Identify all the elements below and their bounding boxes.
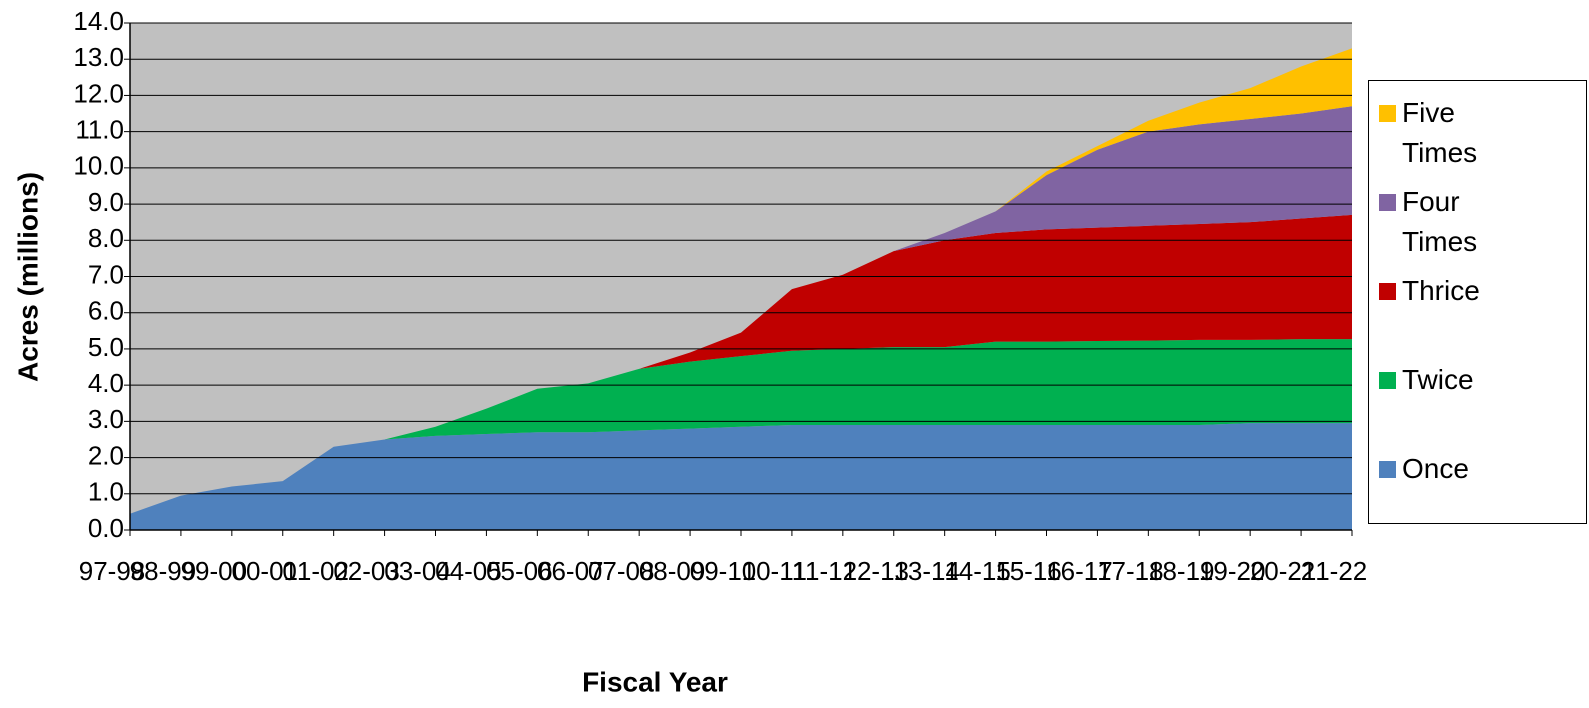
x-tick-label: 12-13 — [843, 556, 910, 586]
y-tick-label: 9.0 — [88, 187, 124, 217]
x-tick-label: 08-09 — [639, 556, 706, 586]
legend-label: Once — [1402, 453, 1469, 484]
legend-item: Five Times — [1369, 93, 1586, 182]
y-tick-label: 12.0 — [73, 78, 124, 108]
x-tick-label: 98-99 — [130, 556, 197, 586]
x-tick-label: 16-17 — [1046, 556, 1113, 586]
legend-swatch — [1379, 372, 1396, 389]
x-tick-label: 05-06 — [486, 556, 553, 586]
y-tick-label: 13.0 — [73, 42, 124, 72]
y-axis-title: Acres (millions) — [12, 172, 43, 382]
legend-label: Five Times — [1402, 97, 1478, 168]
legend-swatch — [1379, 461, 1396, 478]
x-tick-label: 02-03 — [333, 556, 400, 586]
x-tick-label: 04-05 — [435, 556, 502, 586]
x-tick-label: 09-10 — [690, 556, 757, 586]
x-tick-label: 03-04 — [384, 556, 451, 586]
y-tick-label: 5.0 — [88, 332, 124, 362]
y-tick-label: 4.0 — [88, 368, 124, 398]
x-tick-label: 19-20 — [1199, 556, 1266, 586]
y-tick-label: 2.0 — [88, 440, 124, 470]
x-tick-label: 17-18 — [1097, 556, 1164, 586]
y-tick-label: 11.0 — [75, 115, 124, 145]
legend-item: Four Times — [1369, 182, 1586, 271]
legend: Five Times Four Times Thrice Twice Once — [1368, 80, 1587, 524]
y-tick-label: 10.0 — [73, 151, 124, 181]
x-tick-label: 01-02 — [282, 556, 349, 586]
area — [130, 48, 1352, 514]
legend-label: Four Times — [1402, 186, 1478, 257]
y-tick-label: 7.0 — [88, 259, 124, 289]
x-tick-label: 20-21 — [1250, 556, 1317, 586]
y-tick-label: 1.0 — [88, 477, 124, 507]
legend-item: Once — [1369, 449, 1586, 538]
x-tick-label: 06-07 — [537, 556, 604, 586]
legend-item: Thrice — [1369, 271, 1586, 360]
legend-swatch — [1379, 105, 1396, 122]
area — [130, 214, 1352, 514]
x-tick-label: 14-15 — [944, 556, 1011, 586]
x-axis-title: Fiscal Year — [582, 666, 728, 697]
legend-label: Twice — [1402, 364, 1474, 395]
x-tick-label: 99-00 — [181, 556, 248, 586]
x-tick-label: 18-19 — [1148, 556, 1215, 586]
legend-swatch — [1379, 283, 1396, 300]
y-tick-label: 14.0 — [73, 6, 124, 36]
x-tick-label: 97-98 — [79, 556, 146, 586]
y-tick-label: 3.0 — [88, 404, 124, 434]
area — [130, 339, 1352, 514]
x-tick-label: 07-08 — [588, 556, 655, 586]
x-tick-label: 11-12 — [793, 556, 858, 586]
x-tick-label: 10-11 — [742, 556, 807, 586]
legend-swatch — [1379, 194, 1396, 211]
y-tick-label: 8.0 — [88, 223, 124, 253]
area — [130, 106, 1352, 514]
y-tick-label: 0.0 — [88, 513, 124, 543]
area — [130, 423, 1352, 530]
legend-label: Thrice — [1402, 275, 1480, 306]
x-tick-label: 13-14 — [893, 556, 960, 586]
x-tick-label: 21-22 — [1301, 556, 1368, 586]
y-tick-label: 6.0 — [88, 296, 124, 326]
x-tick-label: 00-01 — [232, 556, 299, 586]
x-tick-label: 15-16 — [995, 556, 1062, 586]
legend-item: Twice — [1369, 360, 1586, 449]
